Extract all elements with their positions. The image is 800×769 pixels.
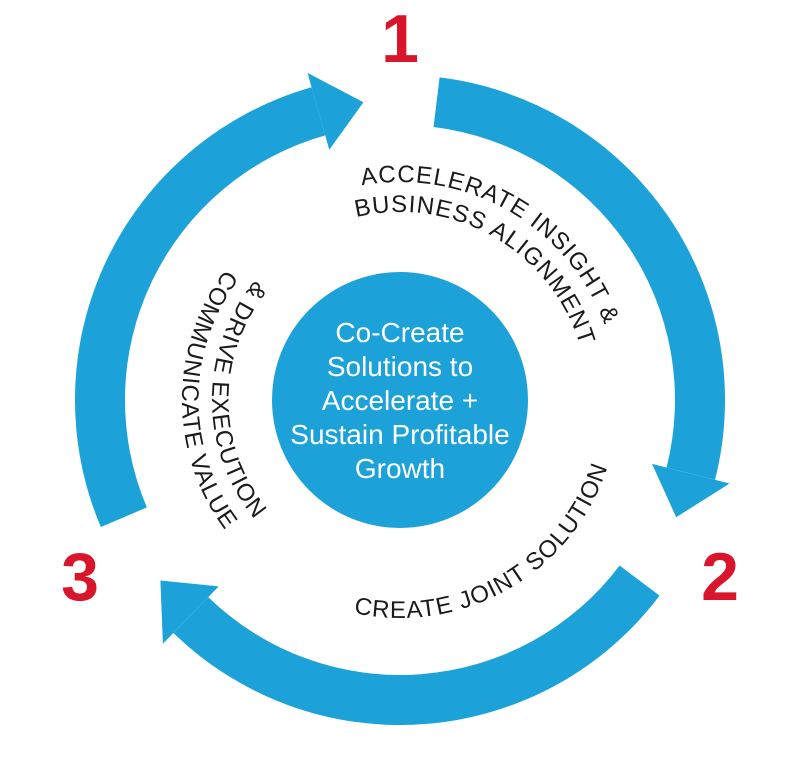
cycle-arrow-body [173, 565, 659, 725]
step-number-3: 3 [61, 539, 99, 615]
process-cycle-diagram: Co-CreateSolutions toAccelerate +Sustain… [0, 0, 800, 769]
center-text-line: Solutions to [327, 351, 473, 382]
step-number-1: 1 [381, 1, 419, 77]
step-number-2: 2 [701, 539, 739, 615]
center-text-line: Sustain Profitable [290, 419, 509, 450]
center-text-line: Co-Create [335, 317, 464, 348]
center-text-line: Growth [355, 453, 445, 484]
center-text-line: Accelerate + [322, 385, 478, 416]
